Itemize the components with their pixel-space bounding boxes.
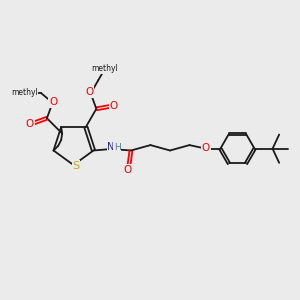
Text: O: O <box>85 87 94 97</box>
Text: O: O <box>124 165 132 175</box>
Text: S: S <box>72 160 80 171</box>
Text: methyl: methyl <box>92 64 118 73</box>
Text: methyl: methyl <box>11 88 38 97</box>
Text: O: O <box>202 143 210 153</box>
Text: H: H <box>114 143 121 152</box>
Text: N: N <box>107 142 115 152</box>
Text: O: O <box>49 97 57 107</box>
Text: O: O <box>110 101 118 111</box>
Text: O: O <box>26 119 34 130</box>
